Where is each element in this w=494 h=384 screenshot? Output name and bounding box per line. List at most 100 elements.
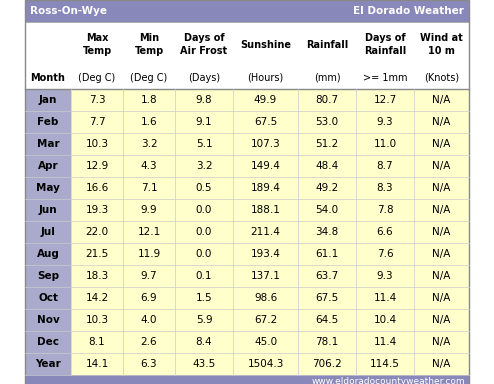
Text: (Deg C): (Deg C): [130, 73, 167, 83]
Text: Jan: Jan: [39, 95, 57, 105]
Text: (mm): (mm): [314, 73, 340, 83]
Text: 9.1: 9.1: [196, 117, 212, 127]
Text: 0.0: 0.0: [196, 205, 212, 215]
Text: 6.6: 6.6: [377, 227, 393, 237]
Text: N/A: N/A: [432, 205, 451, 215]
Text: 137.1: 137.1: [250, 271, 281, 281]
Text: Min
Temp: Min Temp: [134, 33, 164, 56]
Text: 9.9: 9.9: [141, 205, 157, 215]
Text: 0.1: 0.1: [196, 271, 212, 281]
Text: Days of
Air Frost: Days of Air Frost: [180, 33, 228, 56]
Text: 98.6: 98.6: [254, 293, 277, 303]
Text: 1.5: 1.5: [196, 293, 212, 303]
Text: N/A: N/A: [432, 249, 451, 259]
Text: 0.0: 0.0: [196, 227, 212, 237]
Bar: [25, 0, 469, 22]
Text: 7.3: 7.3: [89, 95, 105, 105]
Bar: [25, 375, 469, 384]
Text: (Days): (Days): [188, 73, 220, 83]
Text: Sep: Sep: [37, 271, 59, 281]
Text: N/A: N/A: [432, 315, 451, 325]
Text: 14.1: 14.1: [85, 359, 109, 369]
Text: 4.0: 4.0: [141, 315, 157, 325]
Text: 61.1: 61.1: [315, 249, 338, 259]
Bar: [71, 331, 469, 353]
Text: Nov: Nov: [37, 315, 59, 325]
Bar: [71, 265, 469, 287]
Text: N/A: N/A: [432, 139, 451, 149]
Text: Aug: Aug: [37, 249, 59, 259]
Text: Apr: Apr: [38, 161, 58, 171]
Bar: [71, 133, 469, 155]
Text: 3.2: 3.2: [196, 161, 212, 171]
Text: 10.4: 10.4: [373, 315, 397, 325]
Bar: [25, 67, 469, 89]
Text: 67.2: 67.2: [254, 315, 277, 325]
Text: El Dorado Weather: El Dorado Weather: [353, 6, 464, 16]
Bar: [25, 243, 71, 265]
Text: 7.7: 7.7: [89, 117, 105, 127]
Text: 11.0: 11.0: [373, 139, 397, 149]
Text: N/A: N/A: [432, 161, 451, 171]
Text: 7.6: 7.6: [377, 249, 393, 259]
Text: 8.7: 8.7: [377, 161, 393, 171]
Text: 1504.3: 1504.3: [247, 359, 284, 369]
Text: 10.3: 10.3: [85, 139, 109, 149]
Text: Wind at
10 m: Wind at 10 m: [420, 33, 463, 56]
Text: 18.3: 18.3: [85, 271, 109, 281]
Text: 189.4: 189.4: [250, 183, 281, 193]
Bar: [71, 89, 469, 111]
Text: 107.3: 107.3: [250, 139, 281, 149]
Text: 5.1: 5.1: [196, 139, 212, 149]
Bar: [71, 287, 469, 309]
Text: 8.3: 8.3: [377, 183, 393, 193]
Text: 0.0: 0.0: [196, 249, 212, 259]
Bar: [71, 155, 469, 177]
Text: Rainfall: Rainfall: [306, 40, 348, 50]
Text: 149.4: 149.4: [250, 161, 281, 171]
Text: N/A: N/A: [432, 271, 451, 281]
Bar: [25, 177, 71, 199]
Text: 188.1: 188.1: [250, 205, 281, 215]
Text: Dec: Dec: [37, 337, 59, 347]
Text: Ross-On-Wye: Ross-On-Wye: [30, 6, 107, 16]
Text: N/A: N/A: [432, 359, 451, 369]
Text: Oct: Oct: [38, 293, 58, 303]
Text: N/A: N/A: [432, 183, 451, 193]
Text: (Knots): (Knots): [424, 73, 459, 83]
Bar: [25, 133, 71, 155]
Bar: [25, 111, 71, 133]
Text: 11.9: 11.9: [137, 249, 161, 259]
Bar: [25, 309, 71, 331]
Bar: [25, 0, 469, 384]
Bar: [71, 353, 469, 375]
Text: 67.5: 67.5: [315, 293, 338, 303]
Text: Jun: Jun: [39, 205, 57, 215]
Text: 12.1: 12.1: [137, 227, 161, 237]
Text: 11.4: 11.4: [373, 293, 397, 303]
Text: 0.5: 0.5: [196, 183, 212, 193]
Text: >= 1mm: >= 1mm: [363, 73, 407, 83]
Text: 4.3: 4.3: [141, 161, 157, 171]
Text: 2.6: 2.6: [141, 337, 157, 347]
Text: 193.4: 193.4: [250, 249, 281, 259]
Text: 3.2: 3.2: [141, 139, 157, 149]
Text: 80.7: 80.7: [316, 95, 338, 105]
Text: 22.0: 22.0: [85, 227, 109, 237]
Text: Max
Temp: Max Temp: [82, 33, 112, 56]
Text: 12.7: 12.7: [373, 95, 397, 105]
Text: 16.6: 16.6: [85, 183, 109, 193]
Bar: [71, 199, 469, 221]
Bar: [25, 22, 469, 67]
Bar: [71, 111, 469, 133]
Text: N/A: N/A: [432, 117, 451, 127]
Bar: [25, 331, 71, 353]
Text: 1.8: 1.8: [141, 95, 157, 105]
Text: 49.9: 49.9: [254, 95, 277, 105]
Text: Days of
Rainfall: Days of Rainfall: [364, 33, 406, 56]
Bar: [71, 221, 469, 243]
Text: 6.3: 6.3: [141, 359, 157, 369]
Text: 51.2: 51.2: [315, 139, 338, 149]
Text: 45.0: 45.0: [254, 337, 277, 347]
Bar: [25, 221, 71, 243]
